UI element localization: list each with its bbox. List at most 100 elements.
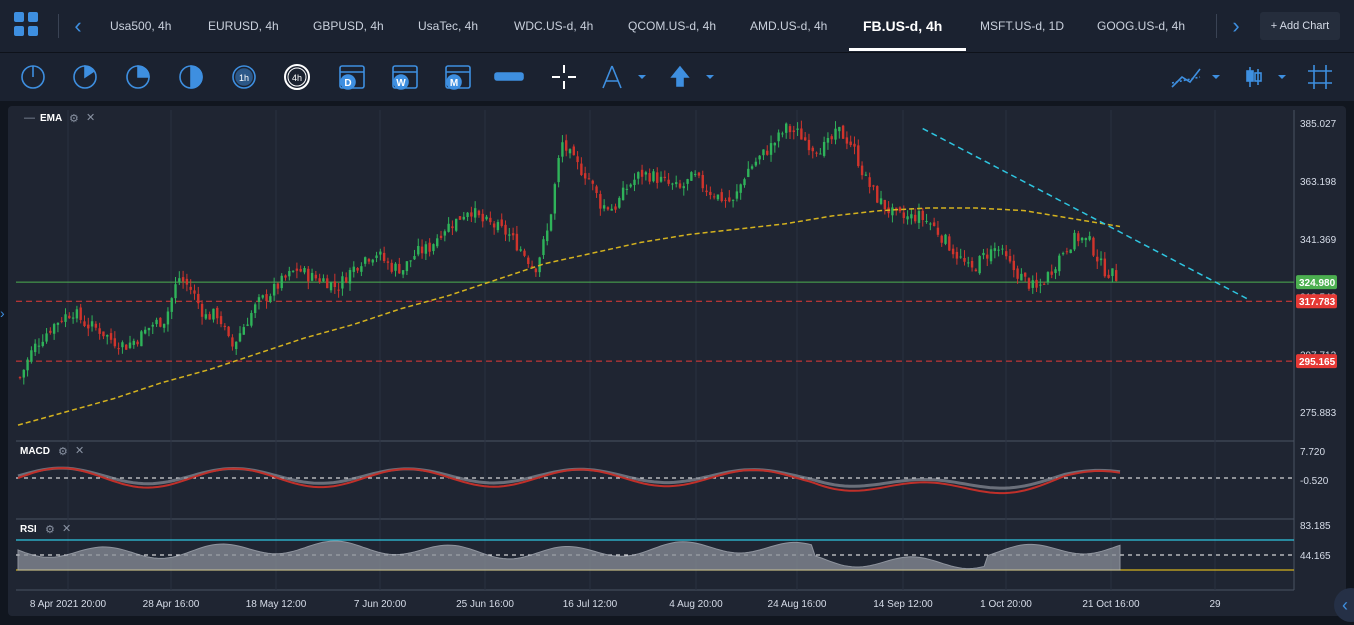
rsi-y-tick: 83.185 — [1300, 521, 1331, 532]
timeframe-15m-icon[interactable] — [126, 65, 150, 89]
candle-body — [276, 283, 280, 289]
tab-qcom-us-d-4h[interactable]: QCOM.US-d, 4h — [628, 19, 717, 33]
candle-body — [37, 345, 41, 347]
candle-body — [174, 284, 177, 299]
tab-wdc-us-d-4h[interactable]: WDC.US-d, 4h — [514, 19, 594, 33]
candle-body — [87, 324, 90, 329]
candle-body — [1031, 280, 1034, 288]
x-tick-label: 14 Sep 12:00 — [873, 599, 933, 610]
candle-body — [291, 270, 295, 272]
candle-body — [318, 278, 321, 283]
tab-usa500-4h[interactable]: Usa500, 4h — [110, 19, 172, 33]
tab-usatec-4h[interactable]: UsaTec, 4h — [418, 19, 479, 33]
macd-close-icon[interactable]: ✕ — [75, 445, 85, 457]
rsi-close-icon[interactable]: ✕ — [62, 523, 72, 535]
tabs-scroll-right-icon[interactable]: › — [1232, 13, 1240, 38]
trend-line — [922, 127, 1249, 300]
candle-body — [796, 128, 799, 130]
candle-body — [200, 303, 204, 317]
candle-body — [1054, 269, 1057, 274]
grid-tool-icon[interactable] — [1308, 65, 1332, 89]
tab-goog-us-d-4h[interactable]: GOOG.US-d, 4h — [1097, 19, 1186, 33]
rsi-y-tick: 44.165 — [1300, 551, 1331, 562]
candle-body — [709, 191, 712, 196]
candle-body — [216, 307, 219, 319]
timeframe-weekly-icon[interactable]: W — [392, 65, 418, 90]
candle-body — [1061, 253, 1065, 255]
timeframe-1h-icon[interactable]: 1h — [232, 65, 256, 89]
ruler-tool-icon[interactable] — [494, 72, 524, 81]
candle-body — [580, 163, 583, 175]
ema-collapse-icon[interactable]: — — [24, 112, 35, 124]
compass-tool-icon[interactable] — [602, 65, 646, 89]
timeframe-4h-icon[interactable]: 4h — [284, 64, 310, 90]
y-tick-label: 275.883 — [1300, 408, 1337, 419]
tab-eurusd-4h[interactable]: EURUSD, 4h — [208, 19, 279, 33]
candle-body — [891, 207, 894, 216]
svg-text:M: M — [450, 78, 458, 89]
price-level-label: 324.980 — [1299, 278, 1336, 289]
candle-body — [94, 323, 98, 328]
arrow-up-tool-icon[interactable] — [670, 65, 714, 87]
tabs-scroll-left-icon[interactable]: ‹ — [74, 13, 82, 38]
crosshair-tool-icon[interactable] — [552, 65, 576, 89]
price-level-badge — [1296, 275, 1337, 290]
timeframe-daily-icon[interactable]: D — [339, 65, 365, 90]
candle-body — [743, 179, 746, 186]
timeframe-1m-icon[interactable] — [21, 65, 45, 89]
candle-body — [1027, 278, 1031, 289]
candle-body — [238, 333, 242, 342]
layout-grid-icon[interactable] — [14, 12, 42, 40]
candle-body — [576, 156, 579, 163]
candle-body — [948, 236, 951, 251]
tab-msft-us-d-1d[interactable]: MSFT.US-d, 1D — [980, 19, 1065, 33]
candle-body — [800, 128, 803, 140]
candle-body — [60, 320, 63, 322]
candle-body — [553, 184, 557, 214]
candle-body — [637, 172, 640, 179]
line-style-tool-icon[interactable] — [1171, 68, 1220, 88]
timeframe-5m-icon[interactable] — [73, 65, 97, 89]
rsi-settings-icon[interactable]: ⚙ — [45, 524, 55, 536]
candle-body — [235, 341, 238, 350]
candle-body — [386, 261, 390, 263]
candle-body — [697, 172, 701, 176]
candle-body — [68, 315, 71, 319]
candle-type-tool-icon[interactable] — [1246, 67, 1286, 87]
timeframe-30m-icon[interactable] — [179, 65, 203, 89]
candle-body — [1042, 283, 1046, 285]
candle-body — [993, 248, 997, 251]
candle-body — [879, 198, 883, 204]
candle-body — [219, 316, 223, 325]
y-tick-label: 363.198 — [1300, 177, 1337, 188]
candle-body — [409, 260, 412, 262]
candle-body — [758, 155, 761, 160]
candle-body — [970, 261, 974, 268]
left-panel-toggle-icon[interactable]: › — [0, 305, 5, 321]
ema-label: EMA — [40, 113, 63, 124]
candle-body — [910, 214, 913, 219]
add-chart-button[interactable]: + Add Chart — [1260, 12, 1340, 40]
price-level-label: 317.783 — [1299, 297, 1336, 308]
candle-body — [363, 257, 367, 264]
candle-body — [644, 172, 648, 175]
candle-body — [989, 249, 993, 262]
candle-body — [390, 262, 393, 272]
candle-body — [982, 252, 985, 256]
candle-body — [1096, 256, 1099, 262]
tab-amd-us-d-4h[interactable]: AMD.US-d, 4h — [750, 19, 828, 33]
scroll-right-handle-icon[interactable]: ‹ — [1334, 588, 1354, 622]
macd-settings-icon[interactable]: ⚙ — [58, 446, 68, 458]
candle-body — [155, 319, 158, 325]
candle-body — [227, 326, 230, 337]
timeframe-monthly-icon[interactable]: M — [445, 65, 471, 90]
tab-gbpusd-4h[interactable]: GBPUSD, 4h — [313, 19, 384, 33]
ema-settings-icon[interactable]: ⚙ — [69, 113, 79, 125]
ema-close-icon[interactable]: ✕ — [86, 112, 96, 124]
candle-body — [109, 333, 113, 340]
candle-body — [568, 149, 572, 154]
svg-text:1h: 1h — [239, 73, 249, 83]
tab-fb-us-d-4h[interactable]: FB.US-d, 4h — [863, 18, 943, 34]
candle-body — [720, 192, 723, 202]
